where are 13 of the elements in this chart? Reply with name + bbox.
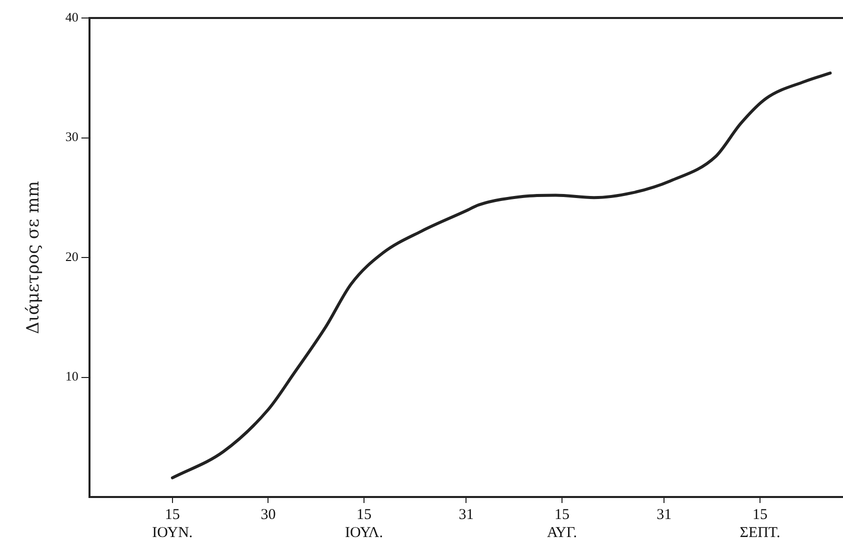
x-tick-label: 31 xyxy=(656,506,672,523)
x-tick-label: 30 xyxy=(260,506,276,523)
x-tick-label: 15 ΙΟΥΝ. xyxy=(152,506,193,541)
x-tick-label: 31 xyxy=(458,506,474,523)
x-tick-label: 15 ΑΥΓ. xyxy=(546,506,578,541)
y-tick-label: 30 xyxy=(65,129,78,144)
line-series xyxy=(170,72,832,480)
y-tick-label: 10 xyxy=(65,368,78,384)
y-tick-label: 40 xyxy=(65,9,78,24)
x-tick-label: 15 ΙΟΥΛ. xyxy=(344,506,384,541)
y-axis-title: Διάμετρος σε mm xyxy=(24,181,44,334)
y-tick-label: 20 xyxy=(65,248,78,264)
x-tick-label: 15 ΣΕΠΤ. xyxy=(740,506,780,541)
